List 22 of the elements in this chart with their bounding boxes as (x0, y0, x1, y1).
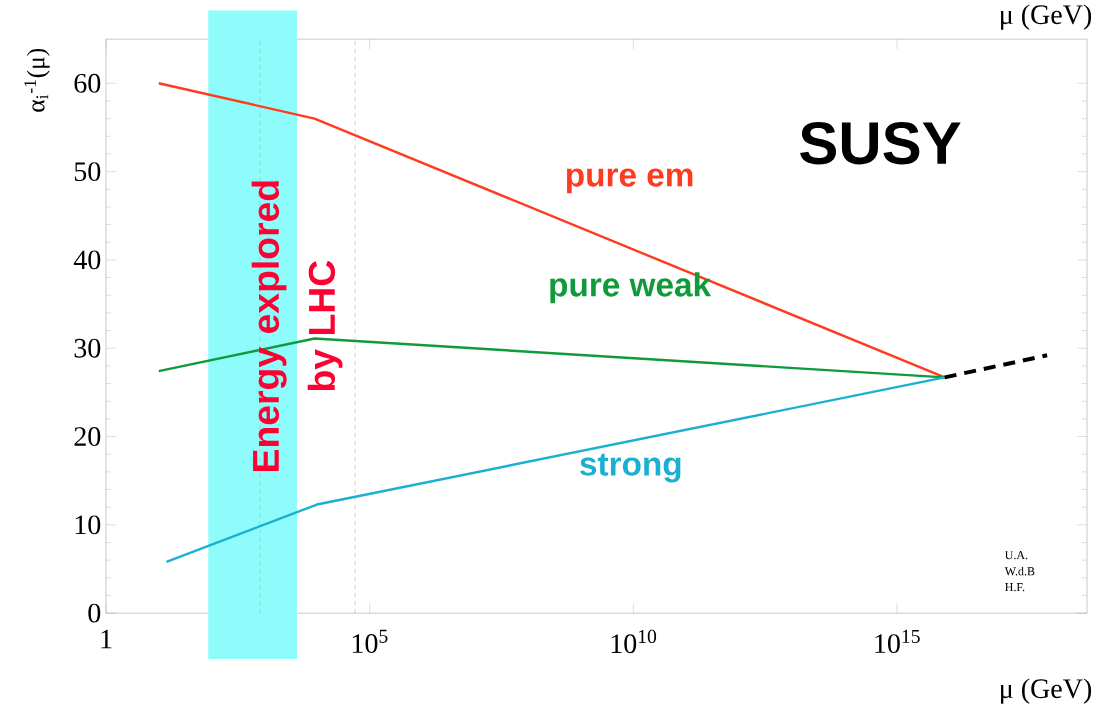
annotation: H.F. (1005, 582, 1025, 592)
series-label: strong (580, 453, 681, 483)
y-tick-label: 20 (74, 426, 101, 446)
annotation: W.d.B (1004, 566, 1035, 576)
band-label: Energy explored by LHC (251, 181, 343, 471)
y-axis-title: α$_{i}$$^{-1}$(μ) (24, 48, 50, 112)
y-tick-label: 50 (74, 162, 101, 181)
annotation: SUSY (800, 121, 961, 165)
y-tick-label: 30 (74, 338, 101, 358)
y-tick-label: 60 (74, 73, 101, 93)
y-tick-label: 10 (75, 515, 101, 535)
x-axis-title: μ (GeV) (1001, 678, 1092, 704)
x-tick-label: 10$^{5}$ (352, 629, 388, 653)
x-tick-label: 10$^{10}$ (611, 629, 657, 654)
x-tick-label: 10$^{15}$ (875, 629, 920, 653)
annotation: U.A. (1004, 550, 1028, 560)
series-label: pure em (566, 168, 693, 194)
text: μ (GeV) (1001, 4, 1092, 30)
x-tick-label: 1 (101, 629, 112, 649)
series-label: pure weak (550, 272, 712, 304)
y-tick-label: 40 (73, 250, 101, 270)
y-tick-label: 0 (88, 603, 101, 623)
